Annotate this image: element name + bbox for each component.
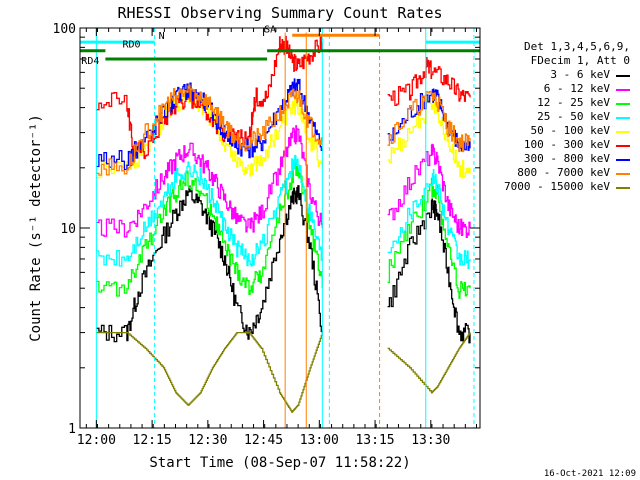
x-tick-label: 13:00 — [300, 433, 339, 448]
series-line-800-7000-kev-seg0 — [96, 84, 323, 176]
flag-label-n: N — [159, 31, 165, 42]
legend-entry-label: 7000 - 15000 keV — [504, 180, 610, 193]
series-line-7000-15000-kev-seg1 — [387, 332, 471, 394]
legend-swatch — [616, 187, 630, 189]
y-tick-label: 10 — [60, 222, 76, 237]
legend-swatch — [616, 173, 630, 175]
legend-swatch — [616, 103, 630, 105]
series-line-25-50-kev-seg0 — [96, 154, 323, 267]
legend-entry-label: 25 - 50 keV — [537, 110, 610, 123]
legend-entry-label: 300 - 800 keV — [523, 152, 610, 165]
legend-header-decimation: FDecim 1, Att 0 — [530, 54, 630, 67]
x-tick-label: 12:30 — [188, 433, 227, 448]
axis-ticks: 12:00 12:15 12:30 12:45 13:00 13:15 13:30 1 10 10… — [53, 22, 480, 448]
series-line-3-6-kev-seg1 — [387, 198, 471, 344]
legend-swatch — [616, 159, 630, 161]
series-line-25-50-kev-seg1 — [387, 169, 471, 269]
legend-entry-label: 12 - 25 keV — [537, 96, 610, 109]
x-tick-label: 13:15 — [355, 433, 394, 448]
legend-entry: 7000 - 15000 keV — [488, 180, 630, 194]
x-tick-label: 12:00 — [77, 433, 116, 448]
y-tick-label: 100 — [53, 22, 76, 37]
legend-swatch — [616, 145, 630, 147]
plot-area — [96, 35, 471, 413]
series-line-50-100-kev-seg0 — [96, 88, 323, 179]
y-tick-label: 1 — [68, 422, 76, 437]
flag-label-sa: SA — [264, 24, 276, 35]
series-line-50-100-kev-seg1 — [387, 97, 471, 179]
legend-entry: 25 - 50 keV — [488, 110, 630, 124]
series-line-800-7000-kev-seg1 — [387, 90, 471, 153]
legend-header-detectors: Det 1,3,4,5,6,9, — [524, 40, 630, 53]
x-tick-label: 12:15 — [133, 433, 172, 448]
generated-timestamp: 16-Oct-2021 12:09 — [544, 469, 636, 479]
legend-swatch — [616, 131, 630, 133]
legend-swatch — [616, 89, 630, 91]
legend-entry: 6 - 12 keV — [488, 82, 630, 96]
series-line-3-6-kev-seg0 — [96, 185, 323, 343]
chart-title: RHESSI Observing Summary Count Rates — [117, 4, 442, 22]
legend-entry: 800 - 7000 keV — [488, 166, 630, 180]
legend-entry: 50 - 100 keV — [488, 124, 630, 138]
series-line-12-25-kev-seg1 — [387, 177, 471, 299]
legend-entry-label: 3 - 6 keV — [550, 68, 610, 81]
legend-entry-label: 50 - 100 keV — [530, 124, 610, 137]
flag-label-rd0: RD0 — [122, 39, 140, 50]
legend-entry: 100 - 300 keV — [488, 138, 630, 152]
legend-swatch — [616, 117, 630, 119]
y-axis-label: Count Rate (s⁻¹ detector⁻¹) — [28, 114, 44, 342]
x-axis-label: Start Time (08-Sep-07 11:58:22) — [149, 455, 410, 471]
legend-entry-label: 800 - 7000 keV — [517, 166, 610, 179]
series-line-100-300-kev-seg1 — [387, 56, 471, 107]
legend-entry-label: 6 - 12 keV — [543, 82, 610, 95]
legend-swatch — [616, 75, 630, 77]
legend-entry: 3 - 6 keV — [488, 68, 630, 82]
x-tick-label: 12:45 — [244, 433, 283, 448]
flag-label-rd4: RD4 — [81, 56, 99, 67]
legend-entry-label: 100 - 300 keV — [523, 138, 610, 151]
series-line-7000-15000-kev-seg0 — [96, 331, 323, 413]
legend-entry: 12 - 25 keV — [488, 96, 630, 110]
x-tick-label: 13:30 — [411, 433, 450, 448]
series-line-6-12-kev-seg1 — [387, 143, 471, 239]
series-line-6-12-kev-seg0 — [96, 125, 323, 238]
legend-entry: 300 - 800 keV — [488, 152, 630, 166]
